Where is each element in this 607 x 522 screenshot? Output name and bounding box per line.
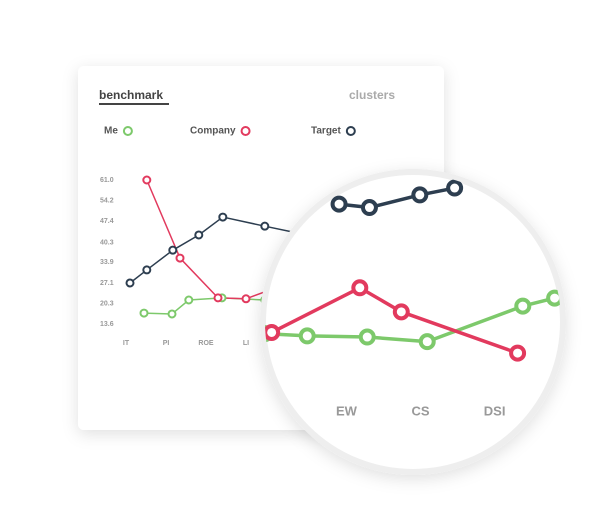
- point: [265, 323, 281, 341]
- point: [260, 221, 270, 231]
- point: [142, 265, 152, 275]
- legend-label: Company: [190, 126, 236, 137]
- x-tick-label: EW: [336, 403, 358, 418]
- point: [411, 186, 429, 204]
- y-tick-label: 54.2: [100, 198, 114, 205]
- point: [194, 230, 204, 240]
- point: [125, 278, 135, 288]
- point: [167, 309, 177, 319]
- main-chart: 61.0 54.2 47.4 40.3 33.9 27.1 20.3 13.6 IT PI ROE L…: [100, 175, 303, 347]
- y-tick-label: 27.1: [100, 280, 114, 287]
- zoom-chart: EW CS DSI: [265, 179, 561, 418]
- y-tick-label: 61.0: [100, 177, 114, 184]
- point: [298, 327, 316, 345]
- point: [509, 344, 527, 362]
- x-tick-label: LI: [243, 340, 249, 347]
- point: [358, 328, 376, 346]
- legend-marker: [345, 126, 356, 136]
- x-tick-label: ROE: [198, 340, 214, 347]
- y-tick-label: 40.3: [100, 240, 114, 247]
- point: [168, 245, 178, 255]
- point: [139, 308, 149, 318]
- tab[interactable]: benchmark: [99, 88, 163, 102]
- point: [330, 195, 348, 213]
- tab[interactable]: clusters: [349, 88, 395, 102]
- point: [218, 212, 228, 222]
- legend-label: Target: [311, 126, 341, 137]
- point: [392, 303, 410, 321]
- point: [175, 253, 185, 263]
- series-line: [270, 286, 519, 355]
- magnifier: [260, 169, 566, 475]
- legend: Me Company Target: [104, 126, 356, 137]
- point: [360, 199, 378, 217]
- x-tick-label: DSI: [484, 403, 506, 418]
- point: [546, 289, 561, 307]
- y-tick-label: 33.9: [100, 259, 114, 266]
- series-line: [338, 186, 455, 210]
- point: [213, 293, 223, 303]
- x-tick-label: CS: [412, 403, 430, 418]
- y-tick-label: 47.4: [100, 218, 114, 225]
- x-tick-label: PI: [163, 340, 170, 347]
- point: [418, 333, 436, 351]
- y-tick-label: 13.6: [100, 321, 114, 328]
- legend-marker: [240, 126, 251, 136]
- point: [351, 279, 369, 297]
- point: [184, 295, 194, 305]
- legend-marker: [122, 126, 133, 136]
- x-tick-label: IT: [123, 340, 130, 347]
- point: [142, 175, 152, 185]
- y-tick-label: 20.3: [100, 300, 114, 307]
- point: [446, 179, 464, 197]
- point: [241, 294, 251, 304]
- legend-label: Me: [104, 126, 118, 137]
- point: [514, 297, 532, 315]
